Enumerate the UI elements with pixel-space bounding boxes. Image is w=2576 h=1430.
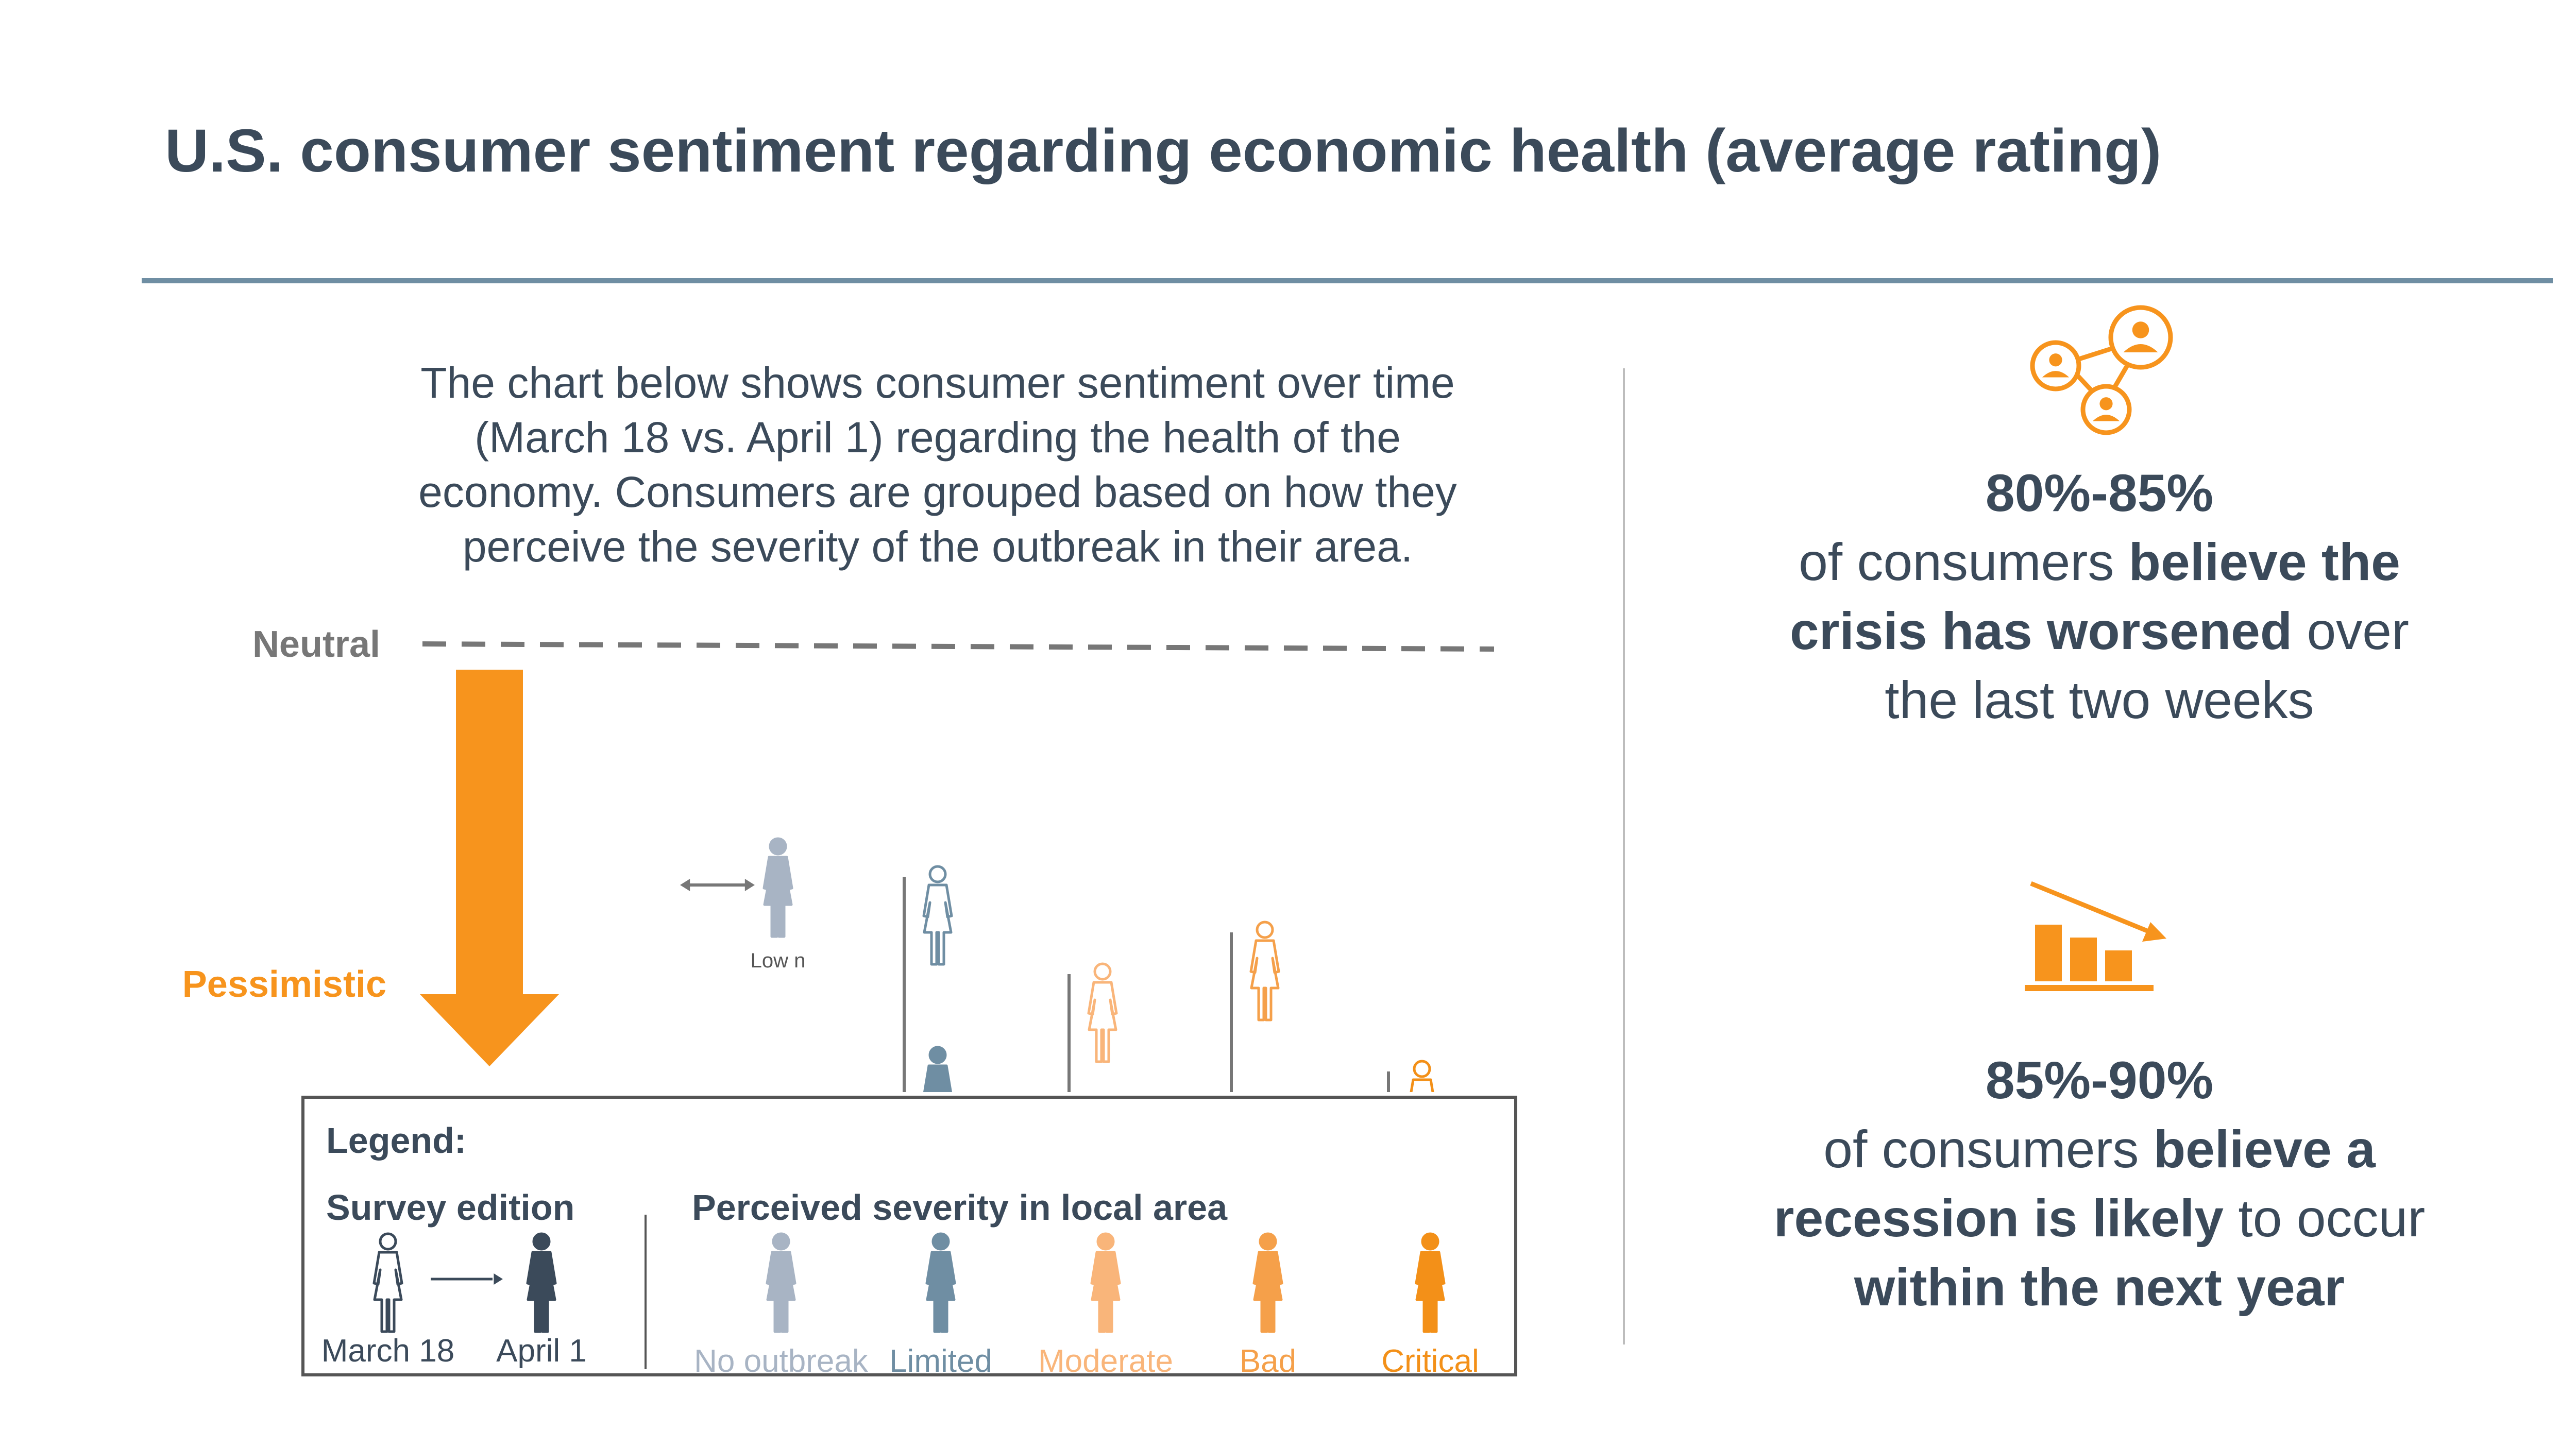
stat-text: believe the: [2128, 533, 2400, 591]
icon-trend-line: [2030, 881, 2152, 935]
description-line: (March 18 vs. April 1) regarding the hea…: [474, 413, 1401, 462]
stat-text: believe a: [2153, 1120, 2376, 1179]
legend-severity-heading: Perceived severity in local area: [692, 1187, 1228, 1228]
legend-figure-march-18: [372, 1232, 403, 1333]
pessimistic-label: Pessimistic: [182, 964, 386, 1005]
figure-march-18: [1087, 962, 1118, 1063]
arrow-head: [744, 879, 755, 891]
figure-march-18: [1249, 921, 1280, 1022]
stat-text: to occur: [2224, 1189, 2426, 1248]
arrow-head: [494, 1273, 503, 1285]
stat-text: of consumers: [1799, 533, 2129, 591]
figure-april-1: [923, 1046, 953, 1092]
legend-figure-severity: [766, 1232, 796, 1333]
declining-bar-chart-icon: [2025, 881, 2166, 991]
stat-line: crisis has worsened over: [1649, 597, 2550, 666]
stat-text: crisis has worsened: [1790, 602, 2293, 660]
stat-line: the last two weeks: [1649, 666, 2550, 735]
stat-text: recession is likely: [1773, 1189, 2224, 1248]
arrow-head: [680, 879, 690, 891]
stat-line: of consumers believe a: [1649, 1115, 2550, 1184]
legend-figure-severity: [1090, 1232, 1121, 1333]
page-title: U.S. consumer sentiment regarding econom…: [165, 117, 2162, 185]
legend-severity-label: Critical: [1381, 1343, 1479, 1374]
user-badge: [2080, 384, 2132, 435]
figure-march-18: [1410, 1060, 1434, 1092]
legend-april-1-label: April 1: [496, 1333, 587, 1369]
stat-line: of consumers believe the: [1649, 527, 2550, 597]
legend-severity-label: Limited: [889, 1343, 992, 1374]
stat-text: of consumers: [1823, 1120, 2154, 1179]
stat-line: recession is likely to occur: [1649, 1184, 2550, 1253]
pessimistic-arrow: [420, 670, 559, 1066]
legend-graphic: Legend: Survey edition March 18 April 1 Perc…: [321, 1120, 1479, 1379]
chart-description: The chart below shows consumer sentiment…: [371, 355, 1504, 574]
legend-figure-severity: [1415, 1232, 1446, 1333]
low-n-note: Low n: [751, 949, 806, 972]
title-underline: [142, 278, 2553, 283]
stat-line: within the next year: [1649, 1253, 2550, 1322]
icon-bar: [2070, 938, 2097, 981]
stat-worsened: 80%-85% of consumers believe the crisis ha…: [1649, 458, 2550, 735]
stat-text: over: [2292, 602, 2409, 660]
description-line: economy. Consumers are grouped based on …: [418, 468, 1457, 516]
figure-march-18: [922, 865, 953, 966]
icon-bar: [2035, 925, 2062, 981]
icon-trend-arrow: [2142, 922, 2166, 942]
people-network-icon: [2030, 305, 2173, 435]
user-badge: [2108, 305, 2173, 370]
description-line: The chart below shows consumer sentiment…: [420, 359, 1455, 407]
stat-text: the last two weeks: [1885, 671, 2314, 729]
stat-value: 80%-85%: [1985, 464, 2214, 522]
legend-severity-label: Bad: [1240, 1343, 1296, 1374]
legend-survey-heading: Survey edition: [326, 1187, 574, 1228]
stat-text: within the next year: [1854, 1258, 2345, 1317]
figure-april-1: [762, 837, 793, 938]
legend-figure-severity: [1252, 1232, 1283, 1333]
legend-heading: Legend:: [326, 1120, 466, 1161]
description-line: perceive the severity of the outbreak in…: [462, 522, 1413, 571]
legend-box: Legend: Survey edition March 18 April 1 Perc…: [301, 1096, 1517, 1379]
stat-value: 85%-90%: [1985, 1051, 2214, 1110]
stat-recession: 85%-90% of consumers believe a recession i…: [1649, 1046, 2550, 1322]
neutral-label: Neutral: [252, 624, 380, 665]
neutral-line: [422, 641, 1495, 652]
legend-severity-label: Moderate: [1038, 1343, 1173, 1374]
user-badge: [2030, 340, 2081, 391]
sentiment-chart: Neutral Pessimistic Low n: [182, 624, 1495, 1092]
icon-baseline: [2025, 985, 2154, 991]
legend-march-18-label: March 18: [321, 1333, 454, 1369]
legend-severity-label: No outbreak: [694, 1343, 869, 1374]
vertical-divider: [1623, 368, 1625, 1344]
legend-figure-april-1: [526, 1232, 557, 1333]
legend-figure-severity: [925, 1232, 956, 1333]
icon-bar: [2105, 950, 2132, 981]
